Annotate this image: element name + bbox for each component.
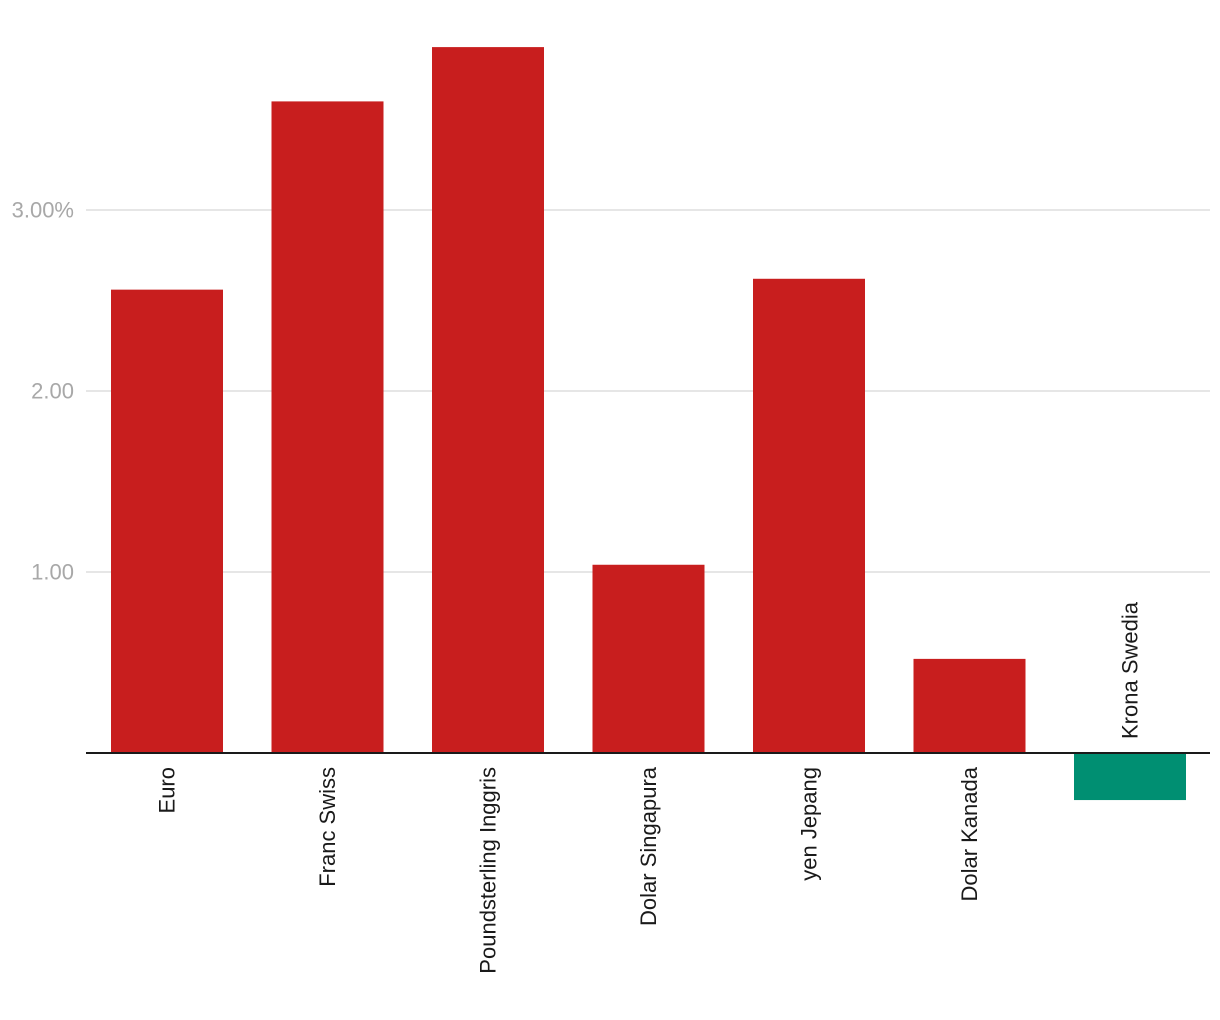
category-label: Franc Swiss	[315, 767, 340, 887]
category-label: yen Jepang	[797, 767, 822, 881]
bar	[592, 564, 705, 753]
y-tick-label: 2.00	[31, 379, 74, 404]
bar	[271, 101, 384, 753]
gridlines	[86, 209, 1210, 573]
category-label: Euro	[155, 767, 180, 813]
bars	[111, 47, 1186, 801]
y-axis-ticks: 1.00 2.00 3.00%	[12, 198, 74, 585]
bar	[753, 278, 865, 753]
y-tick-label: 3.00%	[12, 198, 74, 223]
bar	[432, 47, 544, 754]
bar	[111, 289, 223, 753]
bar	[1074, 753, 1186, 801]
bar	[913, 658, 1026, 753]
category-label: Dolar Singapura	[636, 766, 661, 926]
category-label: Dolar Kanada	[957, 766, 982, 901]
category-label: Krona Swedia	[1118, 601, 1143, 739]
category-label: Poundsterling Inggris	[476, 767, 501, 974]
category-labels: Euro Franc Swiss Poundsterling Inggris Dola…	[155, 601, 1143, 973]
y-tick-label: 1.00	[31, 560, 74, 585]
